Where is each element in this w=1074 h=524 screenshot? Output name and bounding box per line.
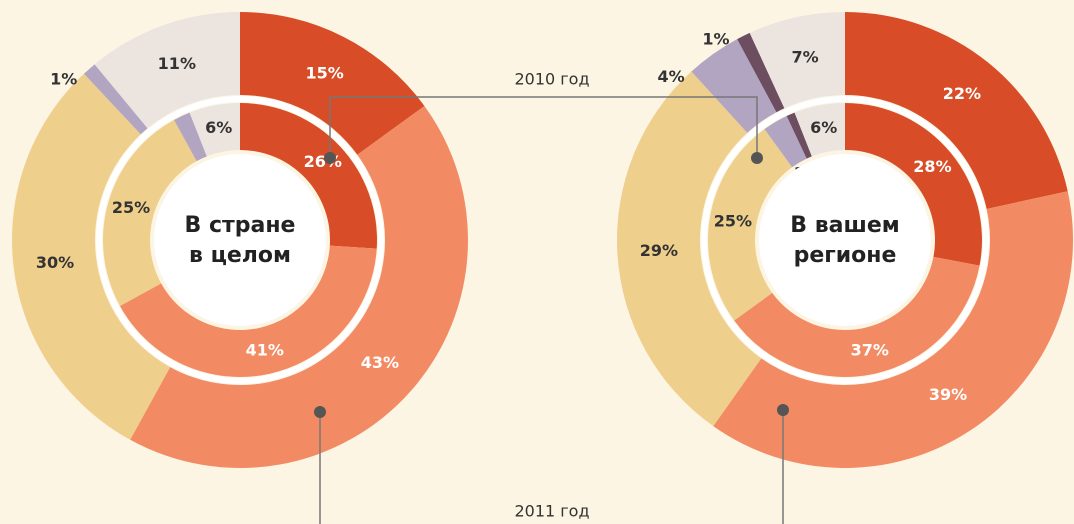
value-label: 37% xyxy=(851,340,889,359)
value-label: 25% xyxy=(112,198,150,217)
ring-label: 2011 год xyxy=(514,502,589,521)
segment xyxy=(786,112,812,159)
segment xyxy=(130,105,468,469)
segment xyxy=(103,119,197,307)
value-label: 1% xyxy=(702,29,729,48)
value-label: 29% xyxy=(640,241,678,260)
value-label: 41% xyxy=(246,340,284,359)
segment xyxy=(173,112,207,162)
segment xyxy=(240,12,425,155)
connector-2010 xyxy=(329,96,758,158)
value-label: 6% xyxy=(810,118,837,137)
segment xyxy=(734,256,980,377)
value-label: 25% xyxy=(714,212,752,231)
value-label: 15% xyxy=(306,63,344,82)
value-label: 30% xyxy=(36,253,74,272)
ring-separator xyxy=(701,96,989,384)
value-label: 6% xyxy=(205,118,232,137)
dot xyxy=(751,152,763,164)
value-label: 39% xyxy=(929,385,967,404)
segment xyxy=(83,64,148,135)
value-label: 28% xyxy=(913,157,951,176)
label-bg xyxy=(500,66,604,92)
chart-title: регионе xyxy=(794,243,897,268)
segment xyxy=(845,12,1068,209)
segment xyxy=(119,245,377,378)
segment xyxy=(794,103,845,157)
connector-dots xyxy=(314,152,789,418)
hole xyxy=(154,154,326,326)
dot xyxy=(324,152,336,164)
segment xyxy=(749,11,845,109)
segment xyxy=(845,103,983,266)
segment xyxy=(189,103,240,157)
segment xyxy=(764,116,807,168)
chart-title: В стране xyxy=(185,213,296,238)
chart-title: В вашем xyxy=(790,213,899,238)
value-label: 43% xyxy=(361,353,399,372)
value-label: 26% xyxy=(304,152,342,171)
dot xyxy=(314,406,326,418)
ring-label: 2010 год xyxy=(514,70,589,89)
connectors xyxy=(319,96,784,524)
segment xyxy=(708,129,793,321)
value-label: 22% xyxy=(943,84,981,103)
segment xyxy=(713,191,1073,468)
segment xyxy=(11,73,171,440)
value-label: 4% xyxy=(658,67,685,86)
chart-title: в целом xyxy=(189,243,291,268)
segment xyxy=(94,12,240,129)
segment xyxy=(737,32,785,113)
hole xyxy=(759,154,931,326)
value-label: 1% xyxy=(50,70,77,89)
ring-separator xyxy=(96,96,384,384)
value-label: 11% xyxy=(158,54,196,73)
value-label: 7% xyxy=(792,47,819,66)
dot xyxy=(777,404,789,416)
segment xyxy=(691,39,777,133)
segment xyxy=(617,71,762,427)
segment xyxy=(240,103,378,249)
